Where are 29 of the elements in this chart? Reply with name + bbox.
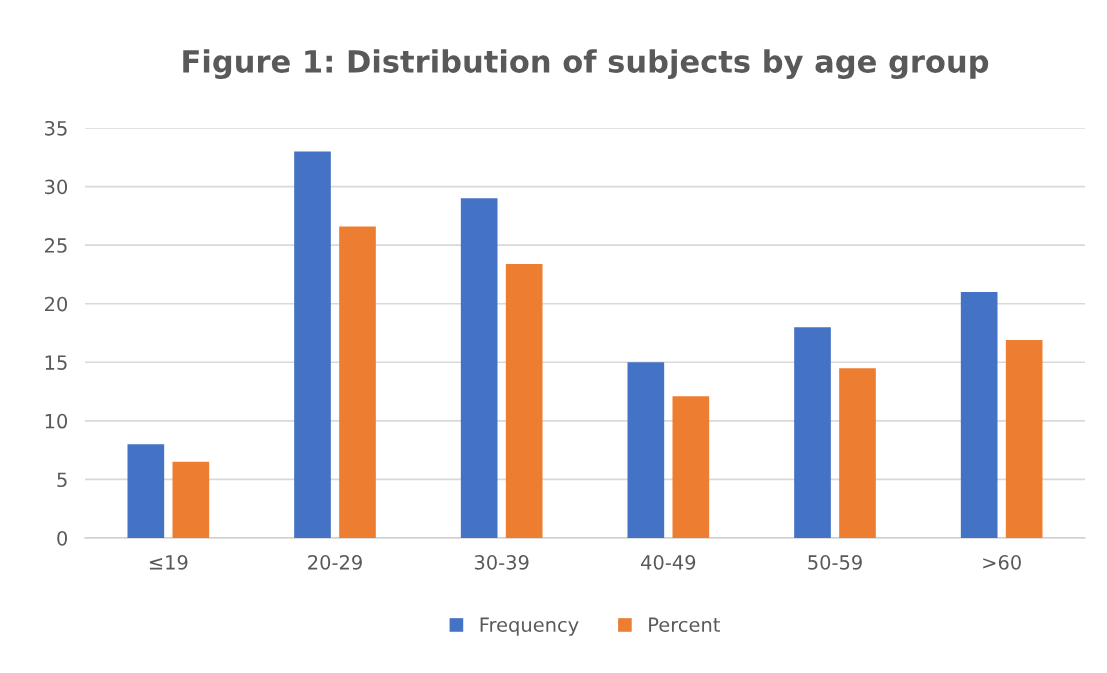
bar bbox=[505, 263, 543, 538]
x-tick-label: 50-59 bbox=[808, 555, 862, 570]
y-tick-label: 0 bbox=[57, 530, 68, 546]
x-tick-label: ≤19 bbox=[149, 555, 188, 570]
y-tick-label: 10 bbox=[45, 413, 68, 429]
y-tick-label: 30 bbox=[45, 179, 68, 195]
bar bbox=[960, 292, 998, 538]
x-tick-label: >60 bbox=[983, 555, 1021, 570]
x-tick-label: 20-29 bbox=[308, 555, 362, 570]
bar bbox=[1005, 340, 1043, 538]
y-tick-label: 15 bbox=[45, 355, 67, 370]
bar bbox=[460, 198, 498, 538]
bar bbox=[294, 151, 331, 538]
x-tick-label: 30-39 bbox=[474, 555, 529, 570]
legend-label: Percent bbox=[649, 617, 720, 633]
legend-label: Frequency bbox=[480, 617, 579, 636]
bar bbox=[627, 362, 665, 538]
bar bbox=[672, 396, 710, 538]
chart-title: Figure 1: Distribution of subjects by age group bbox=[183, 49, 989, 80]
x-tick-label: 40-49 bbox=[641, 555, 696, 570]
y-tick-label: 20 bbox=[45, 296, 68, 312]
y-tick-label: 25 bbox=[45, 238, 67, 253]
bar bbox=[839, 368, 876, 538]
bar bbox=[172, 461, 210, 538]
bar bbox=[794, 327, 831, 538]
y-tick-label: 5 bbox=[57, 472, 67, 488]
bar bbox=[339, 226, 376, 538]
y-tick-label: 35 bbox=[45, 120, 67, 136]
bar bbox=[127, 444, 165, 538]
